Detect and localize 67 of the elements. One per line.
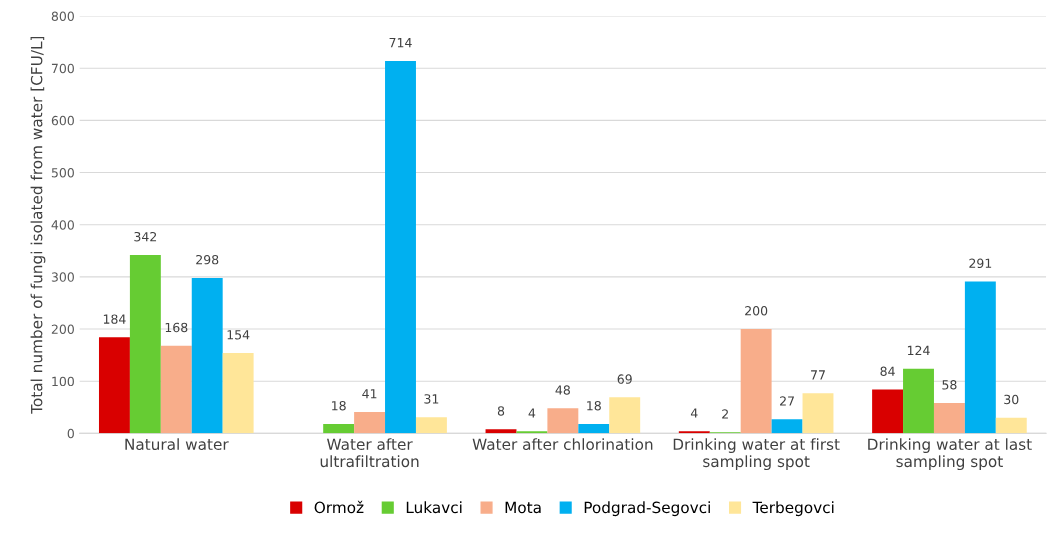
data-label: 18: [587, 400, 601, 411]
bar: [903, 368, 934, 434]
data-label: 714: [389, 38, 412, 48]
data-label: 168: [165, 322, 188, 333]
legend-label: Mota: [505, 501, 541, 514]
data-label: 18: [332, 400, 346, 411]
y-tick-label: 500: [51, 168, 74, 178]
x-tick-label: Water after chlorination: [472, 438, 653, 451]
y-tick-label: 200: [51, 324, 74, 334]
data-label: 58: [942, 380, 957, 390]
data-label: 4: [528, 408, 536, 418]
bar: [98, 337, 130, 434]
legend-label: Terbegovci: [752, 501, 834, 517]
bar: [933, 403, 965, 434]
bar: [964, 281, 996, 434]
y-tick-label: 400: [51, 220, 74, 230]
data-label: 30: [1004, 394, 1019, 405]
bar: [129, 254, 161, 434]
data-label: 84: [880, 366, 895, 376]
bar: [678, 431, 710, 434]
data-label: 298: [196, 254, 219, 265]
data-label: 154: [227, 330, 250, 340]
y-tick-label: 0: [67, 428, 74, 439]
data-label: 8: [497, 406, 505, 416]
data-label: 184: [103, 314, 126, 324]
x-tick-label: Drinking water at first sampling spot: [673, 438, 840, 471]
bar: [995, 417, 1027, 434]
y-tick-label: 800: [51, 11, 74, 21]
y-axis-title: Total number of fungi isolated from water [CFU/L]: [30, 36, 46, 414]
data-label: 48: [555, 385, 570, 395]
y-tick-label: 300: [51, 272, 74, 282]
bar: [415, 417, 447, 434]
data-label: 200: [745, 306, 768, 316]
data-label: 31: [424, 394, 439, 404]
data-label: 77: [811, 370, 825, 380]
bar: [385, 60, 416, 434]
x-tick-label: Natural water: [125, 438, 229, 451]
bar: [160, 345, 192, 434]
y-tick-label: 700: [51, 63, 74, 74]
data-label: 69: [617, 374, 632, 384]
y-tick-label: 100: [52, 376, 74, 387]
bar: [802, 393, 834, 434]
bar: [323, 423, 355, 434]
data-label: 291: [969, 258, 992, 269]
bar: [547, 408, 579, 434]
bar: [771, 419, 803, 434]
data-label: 27: [780, 396, 794, 406]
y-tick-label: 600: [51, 115, 74, 126]
bar: [222, 353, 254, 434]
legend-label: Ormož: [314, 500, 364, 514]
bar: [516, 431, 548, 434]
x-tick-label: Drinking water at last sampling spot: [868, 438, 1032, 471]
data-label: 41: [362, 389, 377, 399]
data-label: 124: [907, 345, 930, 355]
legend-label: Podgrad-Segovci: [584, 501, 710, 517]
bar: [609, 397, 641, 434]
data-label: 342: [134, 231, 157, 242]
bar: [872, 389, 904, 434]
data-label: 4: [690, 408, 698, 418]
bar: [578, 423, 610, 434]
bar: [191, 277, 223, 434]
bar: [740, 329, 772, 434]
x-tick-label: Water after ultrafiltration: [320, 438, 419, 468]
bar: [485, 429, 517, 434]
bar: [354, 411, 386, 434]
legend-label: Lukavci: [406, 501, 462, 514]
data-label: 2: [722, 409, 728, 419]
